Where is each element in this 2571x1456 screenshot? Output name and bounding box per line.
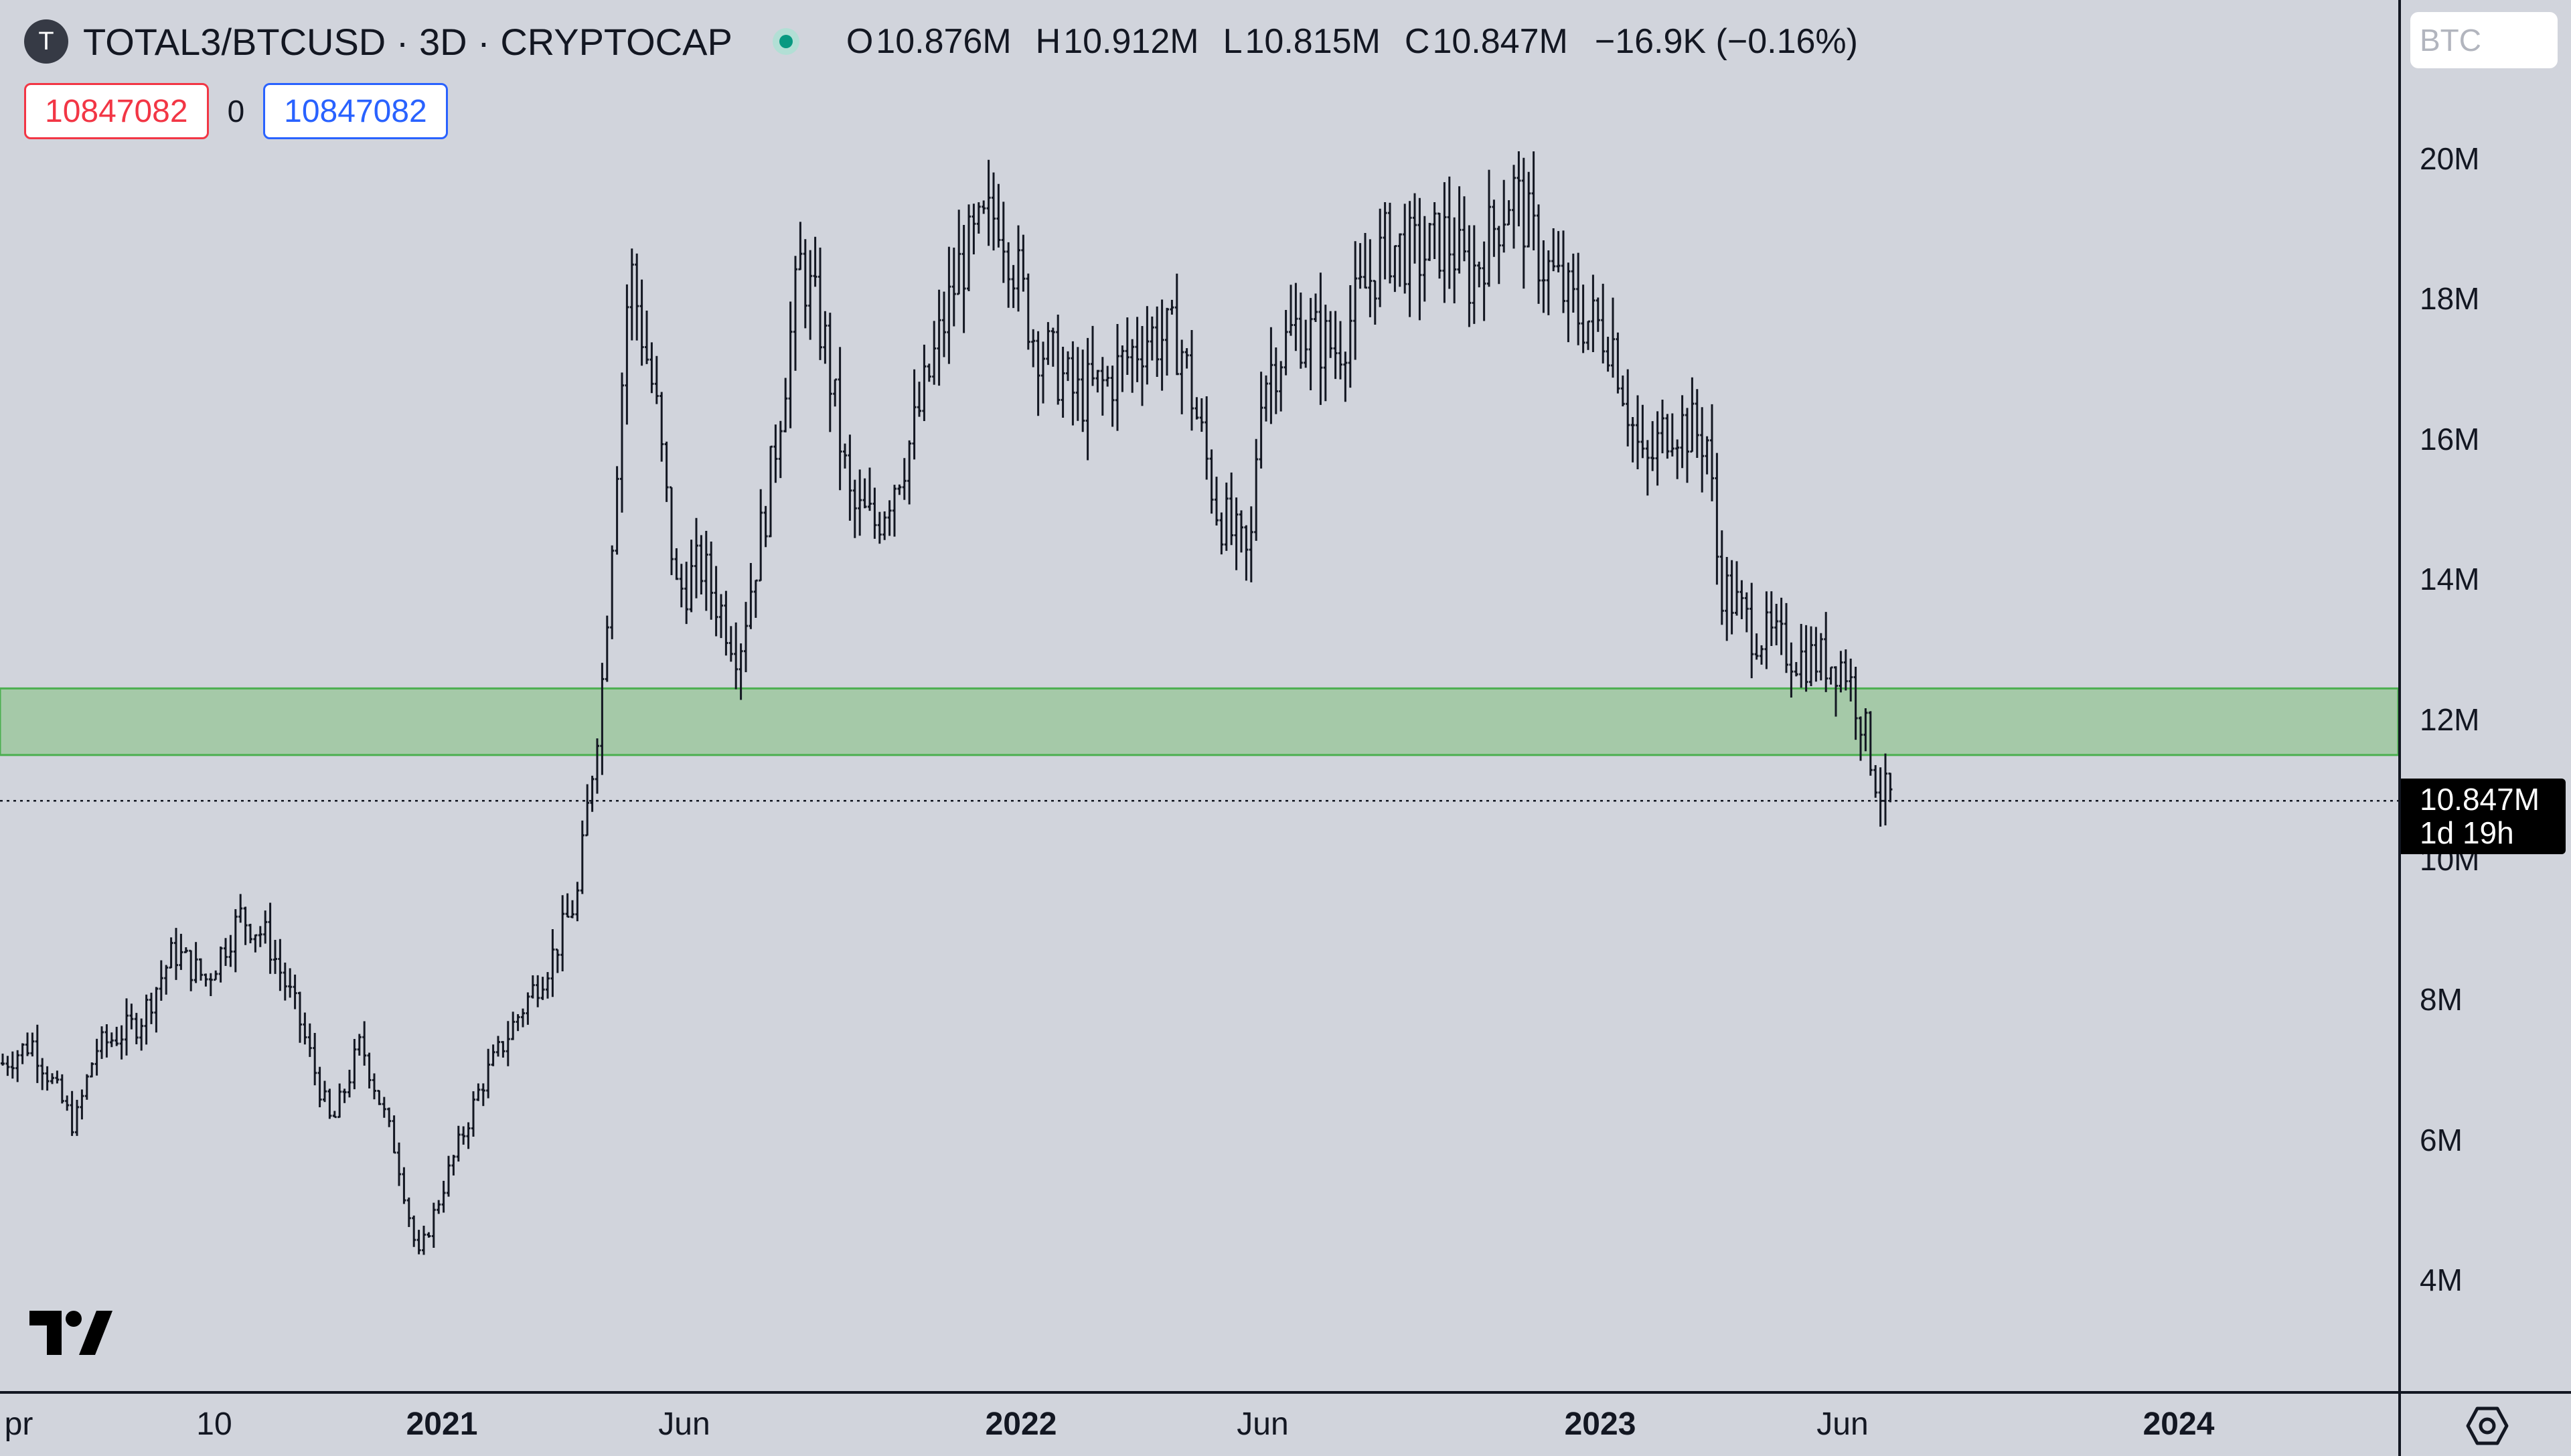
gear-icon[interactable]	[2465, 1406, 2509, 1449]
tradingview-logo-icon[interactable]	[29, 1311, 112, 1358]
trade-inputs: 10847082 0 10847082	[24, 83, 448, 139]
ohlc-plot[interactable]	[0, 0, 2398, 1391]
time-tick-label: Jun	[1816, 1406, 1869, 1442]
price-tick-label: 6M	[2420, 1122, 2463, 1157]
currency-scale-button[interactable]: BTC	[2410, 12, 2558, 68]
ohlc-item: C10.847M	[1404, 22, 1568, 61]
spread-value: 0	[227, 94, 245, 129]
symbol-title[interactable]: TOTAL3/BTCUSD · 3D · CRYPTOCAP	[83, 20, 732, 63]
time-tick-label: 2024	[2142, 1406, 2215, 1442]
buy-price-box[interactable]: 10847082	[263, 83, 448, 139]
time-tick-label: 2021	[406, 1406, 478, 1442]
symbol-legend: T TOTAL3/BTCUSD · 3D · CRYPTOCAP O10.876…	[24, 15, 1858, 68]
price-tick-label: 12M	[2420, 702, 2480, 737]
chart-settings-corner	[2398, 1391, 2571, 1456]
price-tick-label: 14M	[2420, 562, 2480, 597]
current-price-label: 10.847M 1d 19h	[2401, 779, 2566, 854]
symbol-logo-icon[interactable]: T	[24, 19, 68, 64]
ohlc-item: −16.9K (−0.16%)	[1594, 22, 1858, 61]
bar-countdown: 1d 19h	[2420, 815, 2514, 850]
price-axis[interactable]: BTC 20M 18M 16M 14M 12M 10M 8M 6M 4M 10.847M 1d …	[2398, 0, 2571, 1391]
time-axis[interactable]: pr 10 2021 Jun 2022 Jun 2023 Jun 2024	[0, 1391, 2398, 1456]
time-tick-label: 10	[196, 1406, 232, 1442]
ohlc-item: L10.815M	[1223, 22, 1381, 61]
price-tick-label: 4M	[2420, 1263, 2463, 1297]
market-status-icon[interactable]	[772, 28, 799, 55]
price-tick-label: 20M	[2420, 141, 2480, 176]
time-tick-label: pr	[4, 1406, 33, 1442]
ohlc-item: O10.876M	[846, 22, 1012, 61]
time-tick-label: Jun	[1237, 1406, 1289, 1442]
chart-pane[interactable]: T TOTAL3/BTCUSD · 3D · CRYPTOCAP O10.876…	[0, 0, 2398, 1391]
time-tick-label: Jun	[658, 1406, 710, 1442]
ohlc-bars	[1, 151, 1893, 1255]
price-tick-label: 18M	[2420, 281, 2480, 317]
time-tick-label: 2022	[985, 1406, 1057, 1442]
sell-price-box[interactable]: 10847082	[24, 83, 209, 139]
support-zone	[0, 687, 2398, 756]
ohlc-item: H10.912M	[1035, 22, 1199, 61]
price-tick-label: 16M	[2420, 421, 2480, 457]
ohlc-values: O10.876M H10.912M L10.815M C10.847M −16.9K (…	[846, 21, 1858, 62]
price-tick-label: 8M	[2420, 982, 2463, 1018]
time-tick-label: 2023	[1564, 1406, 1636, 1442]
